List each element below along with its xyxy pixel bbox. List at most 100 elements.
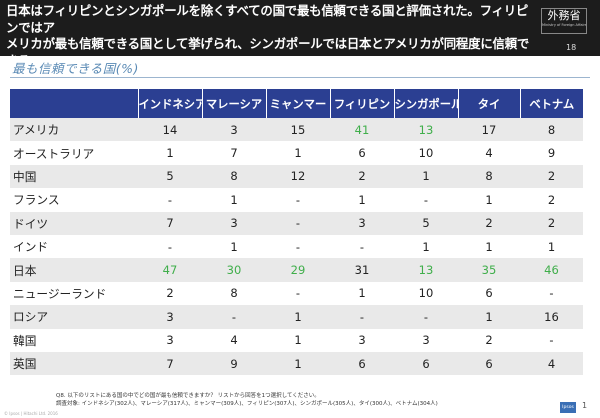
column-header: ベトナム [519,89,583,118]
column-header: マレーシア [201,89,266,118]
table-cell: 1 [266,351,330,376]
table-row: ロシア 3-1- -1 16 [10,305,583,329]
table-cell: 13 [394,258,458,282]
table-row: フランス -1-1-1 2 [10,188,583,212]
row-country: ニュージーランド [10,281,138,306]
table-cell: - [330,234,394,259]
table-cell: 3 [330,211,394,235]
corner-cell [10,89,138,118]
table-cell: - [202,305,266,329]
slide-title-line: メリカが最も信頼できる国として挙げられ、シンガポールでは日本とアメリカが同程度に… [6,36,530,68]
table-cell: 31 [330,258,394,282]
footnote: Q8. 以下のリストにある国の中でどの国が最も信頼できますか？ リストから回答を… [56,392,438,408]
table-cell: 12 [266,164,330,189]
table-cell: 7 [138,211,202,235]
table-cell: 2 [520,188,583,212]
table-row: 英国 7 9 1 6 6 6 4 [10,351,583,376]
table-cell: 9 [520,141,583,165]
table-cell: 1 [138,141,202,165]
mofa-logo: 外務省 Ministry of Foreign Affairs of Japan [541,8,587,34]
table-row: アメリカ 14 3 15 41 13 17 8 [10,118,583,142]
table-header-row: インドネシア マレーシア ミャンマー フィリピン シンガポール タイ ベトナム [10,89,583,118]
subtitle-divider [10,77,590,78]
table-cell: 3 [330,328,394,352]
row-country: 日本 [10,258,138,282]
table-cell: - [520,328,583,352]
table-row: 中国 5 8 12 2 1 8 2 [10,164,583,189]
table-cell: 5 [138,164,202,189]
table-cell: - [266,234,330,259]
table-cell: 1 [266,141,330,165]
table-cell: 4 [520,351,583,376]
column-header: シンガポール [393,89,458,118]
table-cell: 14 [138,118,202,142]
table-subtitle: 最も信頼できる国(%) [12,61,139,76]
table-cell: 13 [394,118,458,142]
table-cell: 2 [330,164,394,189]
table-cell: 2 [520,164,583,189]
table-cell: 1 [394,234,458,259]
table-cell: 47 [138,258,202,282]
table-cell: 46 [520,258,583,282]
column-header: ミャンマー [265,89,330,118]
copyright: © Ipsos | Hitachi Ltd. 2016 [4,411,58,416]
table-cell: 15 [266,118,330,142]
footnote-sample: 調査対象: インドネシア(302人)、マレーシア(317人)、ミャンマー(309… [56,401,438,407]
logo-text: 外務省 [547,9,581,22]
table-cell: 7 [202,141,266,165]
table-cell: 9 [202,351,266,376]
table-cell: 8 [458,164,520,189]
row-country: フランス [10,188,138,212]
row-country: オーストラリア [10,141,138,165]
table-cell: 41 [330,118,394,142]
table-cell: 6 [458,281,520,306]
column-header: インドネシア [137,89,202,118]
table-cell: 35 [458,258,520,282]
table-cell: - [330,305,394,329]
table-cell: 2 [458,328,520,352]
column-header: フィリピン [329,89,394,118]
table-cell: 2 [138,281,202,306]
table-cell: 7 [138,351,202,376]
table-cell: 1 [458,305,520,329]
slide-number: 1 [582,401,588,410]
table-cell: 30 [202,258,266,282]
table-cell: - [266,211,330,235]
slide-title-line: 国と評価された。 [6,69,104,84]
table-row: 韓国 3 4 1 3 3 2- [10,328,583,352]
row-country: 英国 [10,351,138,376]
slide-title-line: 日本はフィリピンとシンガポールを除くすべての国で最も信頼できる国と評価された。フ… [6,3,529,35]
table-cell: 1 [202,188,266,212]
table-cell: 1 [458,188,520,212]
table-row: 日本 47 30 29 31 13 35 46 [10,258,583,282]
page-number: 18 [566,43,577,52]
table-cell: 1 [266,328,330,352]
table-cell: 1 [458,234,520,259]
table-cell: - [394,188,458,212]
row-country: ドイツ [10,211,138,235]
column-header: タイ [457,89,520,118]
table-row: ニュージーランド 2 8-1 10 6- [10,281,583,306]
row-country: 中国 [10,164,138,189]
table-cell: 1 [266,305,330,329]
table-cell: 3 [202,118,266,142]
row-country: アメリカ [10,118,138,142]
table-row: オーストラリア 1 7 1 6 10 4 9 [10,141,583,165]
table-cell: 4 [458,141,520,165]
footnote-question: Q8. 以下のリストにある国の中でどの国が最も信頼できますか？ リストから回答を… [56,393,320,399]
row-country: 韓国 [10,328,138,352]
table-cell: 10 [394,281,458,306]
table-cell: - [520,281,583,306]
table-cell: 1 [202,234,266,259]
row-country: ロシア [10,305,138,329]
table-cell: - [138,188,202,212]
table-cell: - [138,234,202,259]
table-cell: 1 [520,234,583,259]
table-cell: 3 [202,211,266,235]
table-cell: 1 [330,281,394,306]
title-bar: 日本はフィリピンとシンガポールを除くすべての国で最も信頼できる国と評価された。フ… [0,0,600,84]
table-cell: 2 [458,211,520,235]
table-cell: 6 [330,141,394,165]
table-cell: 8 [520,118,583,142]
table-cell: 8 [202,281,266,306]
